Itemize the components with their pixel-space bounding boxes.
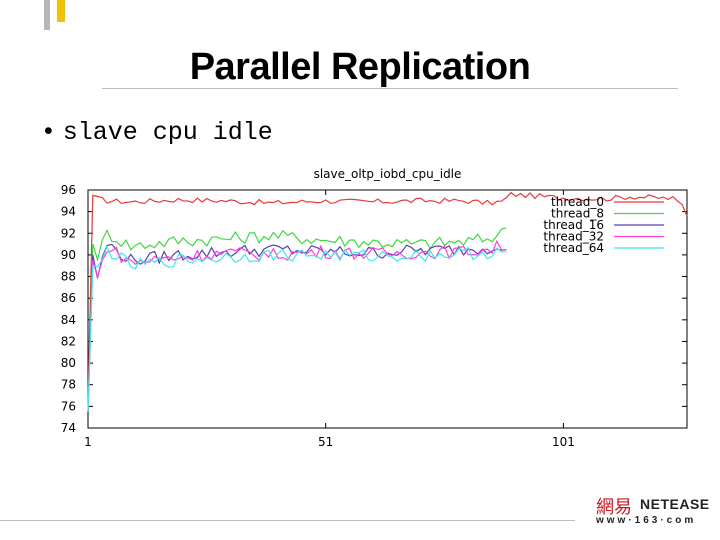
plot-frame (87, 189, 688, 429)
series-line-thread_32 (87, 239, 507, 412)
y-tick-label: 90 (61, 248, 76, 262)
legend-label: thread_0 (551, 195, 604, 209)
decorative-yellow-bar (57, 0, 65, 22)
y-tick-label: 80 (61, 356, 76, 370)
y-tick-label: 76 (61, 399, 76, 413)
footer-divider (0, 520, 575, 521)
x-tick-label: 1 (84, 435, 92, 449)
y-tick-label: 88 (61, 270, 76, 284)
series-line-thread_8 (87, 227, 507, 412)
y-tick-label: 82 (61, 334, 76, 348)
title-divider (102, 88, 678, 89)
cpu-idle-chart: slave_oltp_iobd_cpu_idle 74 76 78 80 82 84 86 88… (61, 167, 688, 449)
slide-title: Parallel Replication (189, 46, 531, 88)
series-line-thread_64 (87, 245, 507, 412)
legend-label: thread_64 (543, 241, 604, 255)
y-tick-label: 84 (61, 313, 76, 327)
legend-label: thread_8 (551, 207, 604, 221)
y-tick-label: 78 (61, 378, 76, 392)
legend-label: thread_16 (543, 218, 604, 232)
logo-url: www·163·com (596, 515, 697, 526)
y-tick-label: 74 (61, 421, 76, 435)
chart-title: slave_oltp_iobd_cpu_idle (314, 167, 462, 181)
bullet-dot-icon: • (44, 117, 53, 145)
series-line-thread_0 (87, 191, 688, 402)
decorative-grey-bar (44, 0, 50, 30)
legend-label: thread_32 (543, 230, 604, 244)
netease-logo: 網易 NETEASE www·163·com (596, 493, 709, 529)
bullet-item: • slave cpu idle (44, 117, 273, 147)
y-tick-label: 94 (61, 205, 76, 219)
logo-english: NETEASE (640, 496, 710, 512)
x-tick-label: 101 (552, 435, 575, 449)
y-tick-label: 86 (61, 291, 76, 305)
bullet-text: slave cpu idle (62, 118, 273, 147)
y-tick-label: 96 (61, 183, 76, 197)
series-line-thread_16 (87, 243, 507, 412)
x-tick-label: 51 (318, 435, 333, 449)
y-tick-label: 92 (61, 226, 76, 240)
logo-chinese: 網易 (596, 497, 632, 518)
